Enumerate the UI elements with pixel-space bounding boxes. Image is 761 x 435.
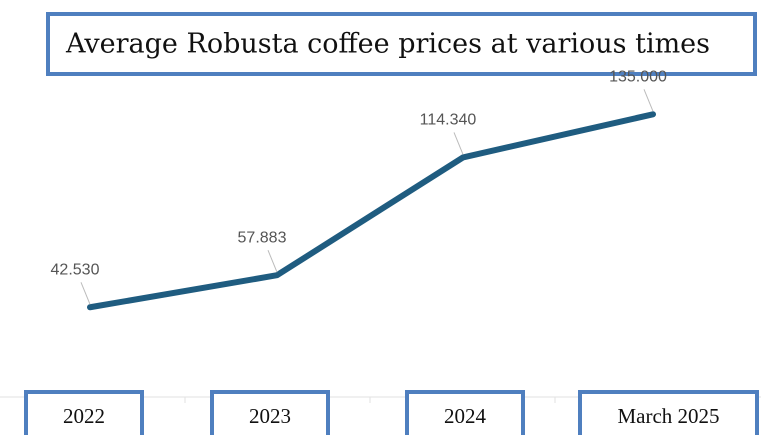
category-box [24,390,144,435]
line-series [87,111,656,311]
data-label: 135.000 [609,69,667,86]
title-box [46,12,757,76]
data-label: 114.340 [420,112,477,129]
category-box [210,390,330,435]
x-tick-label: 2022 [63,404,105,428]
chart-title: Average Robusta coffee prices at various… [65,29,710,60]
leader-line [80,282,91,305]
data-label: 57.883 [238,229,287,246]
category-box [405,390,525,435]
x-tick-label: 2024 [444,404,487,428]
x-tick-label: 2023 [249,404,291,428]
leader-line [267,250,278,273]
data-label: 42.530 [51,261,100,278]
x-tick-label: March 2025 [617,404,719,428]
leader-line [453,132,464,155]
category-box [578,390,759,435]
leader-line [643,89,654,112]
